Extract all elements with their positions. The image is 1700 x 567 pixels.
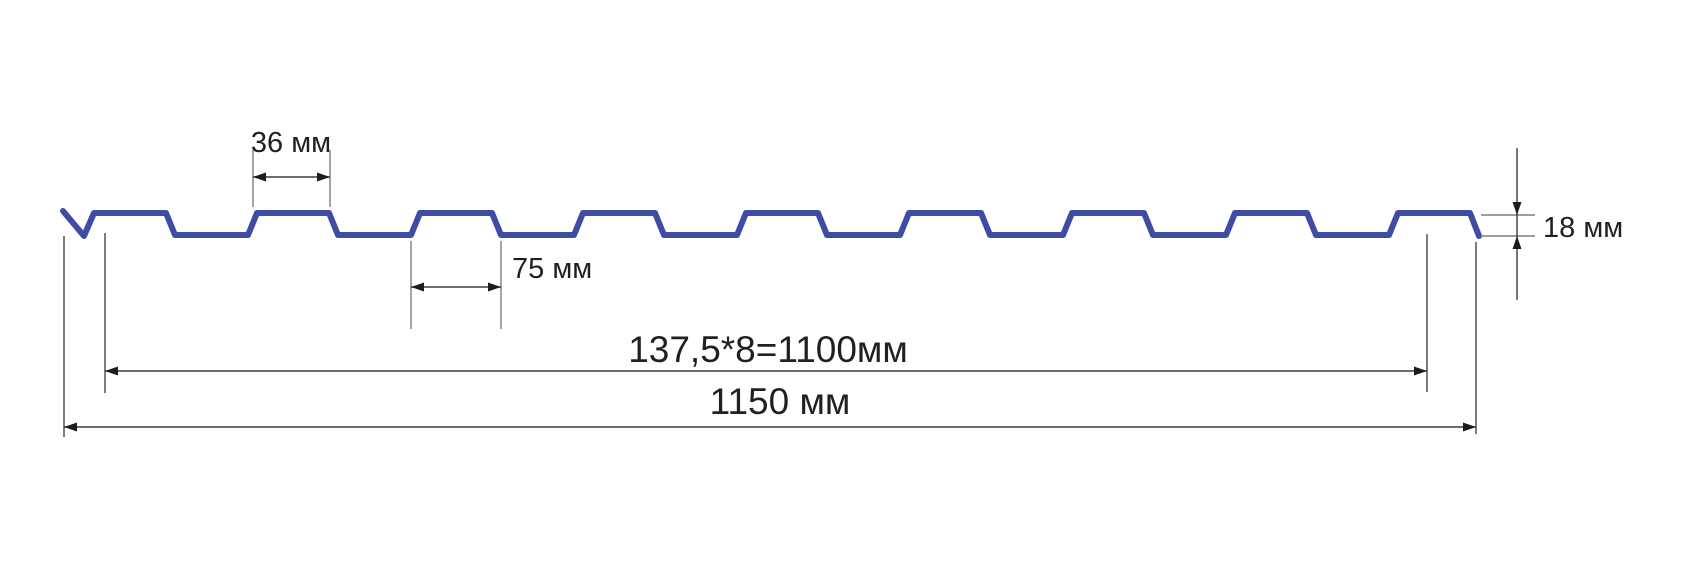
arrowhead-75mm-right <box>488 282 501 292</box>
dimension-label-module-width: 137,5*8=1100мм <box>628 329 908 370</box>
arrowhead-36mm-left <box>253 172 266 182</box>
arrowhead-1150mm-left <box>64 422 77 432</box>
arrowhead-1100mm-left <box>105 366 118 376</box>
arrowhead-36mm-right <box>317 172 330 182</box>
sheet-profile-line <box>60 208 1482 239</box>
arrowhead-1150mm-right <box>1463 422 1476 432</box>
dimension-label-rib-top-width: 36 мм <box>251 127 331 159</box>
arrowhead-75mm-left <box>411 282 424 292</box>
arrowhead-1100mm-right <box>1414 366 1427 376</box>
dimension-label-overall-width: 1150 мм <box>710 381 851 422</box>
arrowhead-18mm-bottom <box>1512 236 1522 249</box>
dimension-label-profile-height: 18 мм <box>1543 212 1623 244</box>
dimension-label-rib-base-width: 75 мм <box>512 253 592 285</box>
arrowhead-18mm-top <box>1512 202 1522 215</box>
